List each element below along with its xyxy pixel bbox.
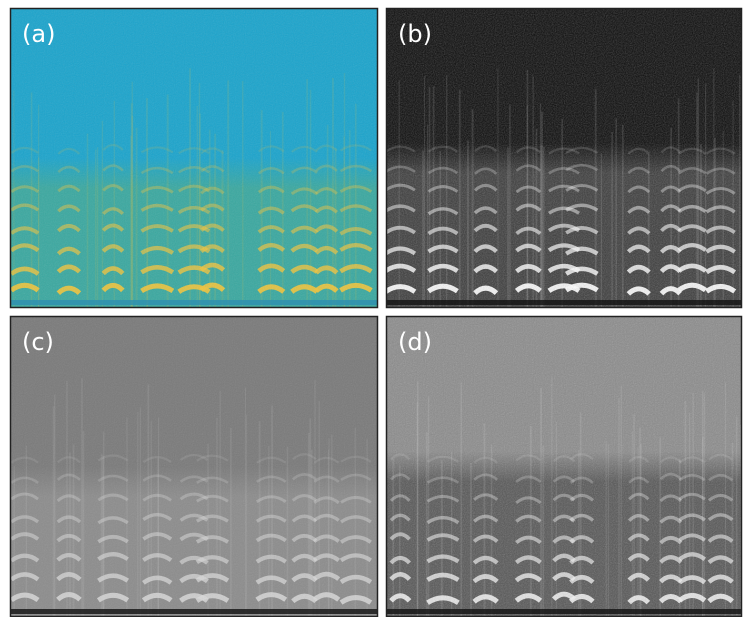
bottom-strip (10, 609, 378, 614)
panel-label: (b) (398, 20, 432, 48)
noise (10, 8, 378, 308)
panel-border (385, 7, 743, 309)
spectrogram-panel (10, 316, 378, 617)
panel-label: (c) (22, 328, 54, 356)
noise (386, 316, 742, 617)
spectrogram-panel (10, 8, 378, 308)
bottom-strip (386, 609, 742, 614)
panel-border (9, 7, 379, 309)
panel-label: (d) (398, 328, 432, 356)
panel-label: (a) (22, 20, 55, 48)
noise (386, 8, 742, 308)
spectrogram-panel (386, 8, 742, 308)
spectrogram-panel (386, 316, 742, 617)
bottom-strip (386, 300, 742, 305)
noise (10, 316, 378, 617)
bottom-strip (10, 300, 378, 305)
